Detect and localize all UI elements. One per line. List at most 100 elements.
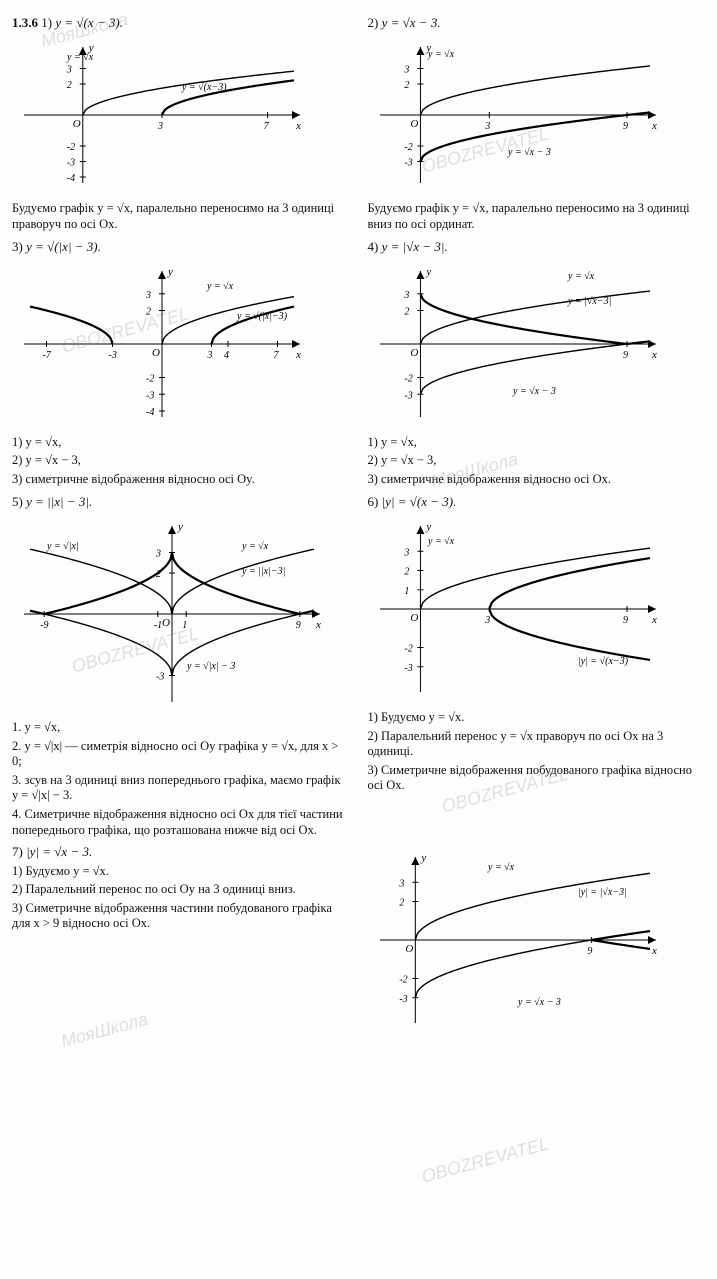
step-5-2: 2. y = √|x| — симетрія відносно осі Oy г… — [12, 739, 350, 770]
svg-text:3: 3 — [484, 121, 490, 132]
step-7-1: 1) Будуємо y = √x. — [12, 864, 350, 880]
svg-text:y = √(x−3): y = √(x−3) — [181, 82, 227, 93]
step-4-2: 2) y = √x − 3, — [368, 453, 706, 469]
svg-text:-3: -3 — [399, 994, 407, 1005]
svg-text:O: O — [405, 943, 413, 955]
svg-text:O: O — [73, 118, 81, 130]
svg-text:y: y — [425, 521, 431, 533]
svg-text:-3: -3 — [67, 158, 75, 169]
svg-text:y = √x: y = √x — [427, 49, 455, 60]
svg-text:y = ||x|−3|: y = ||x|−3| — [241, 566, 285, 577]
svg-text:-2: -2 — [399, 975, 407, 986]
svg-text:-1: -1 — [154, 620, 162, 631]
svg-text:y = √|x|: y = √|x| — [46, 541, 79, 552]
step-7-3: 3) Симетричне відображення частини побуд… — [12, 901, 350, 932]
svg-text:3: 3 — [207, 350, 213, 361]
svg-text:2: 2 — [404, 80, 409, 91]
svg-text:y = √x: y = √x — [427, 536, 455, 547]
svg-text:9: 9 — [623, 121, 628, 132]
step-3-1: 1) y = √x, — [12, 435, 350, 451]
svg-text:2: 2 — [146, 306, 151, 317]
problem-header-5: 5) y = ||x| − 3|. — [12, 494, 350, 510]
chart-3: Oxy-7-3347-4-3-223y = √xy = √(|x|−3) — [12, 259, 350, 429]
svg-text:y = √x: y = √x — [567, 271, 595, 282]
svg-text:O: O — [162, 617, 170, 629]
svg-text:O: O — [152, 347, 160, 359]
svg-text:O: O — [410, 612, 418, 624]
svg-text:y = √(|x|−3): y = √(|x|−3) — [236, 311, 288, 322]
svg-text:-2: -2 — [67, 142, 75, 153]
svg-text:2: 2 — [67, 80, 72, 91]
svg-text:y = √x − 3: y = √x − 3 — [517, 997, 561, 1008]
svg-text:-4: -4 — [67, 173, 75, 184]
step-5-3: 3. зсув на 3 одиниці вниз попереднього г… — [12, 773, 350, 804]
svg-text:|y| = √(x−3): |y| = √(x−3) — [578, 656, 629, 667]
svg-text:7: 7 — [274, 350, 280, 361]
svg-text:x: x — [315, 619, 321, 631]
problem-header-4: 4) y = |√x − 3|. — [368, 239, 706, 255]
svg-text:4: 4 — [224, 350, 229, 361]
svg-text:-2: -2 — [404, 373, 412, 384]
svg-text:-2: -2 — [404, 142, 412, 153]
svg-text:-3: -3 — [404, 663, 412, 674]
svg-text:9: 9 — [587, 946, 592, 957]
svg-text:y = √x: y = √x — [487, 862, 515, 873]
step-7-2: 2) Паралельний перенос по осі Oy на 3 од… — [12, 882, 350, 898]
step-6-1: 1) Будуємо y = √x. — [368, 710, 706, 726]
svg-text:y: y — [425, 266, 431, 278]
step-4-3: 3) симетричне відображення відносно осі … — [368, 472, 706, 488]
svg-text:-2: -2 — [146, 373, 154, 384]
svg-text:-7: -7 — [43, 350, 52, 361]
step-6-2: 2) Паралельний перенос y = √x праворуч п… — [368, 729, 706, 760]
svg-text:x: x — [651, 945, 657, 957]
svg-text:2: 2 — [399, 898, 404, 909]
svg-text:3: 3 — [398, 879, 404, 890]
svg-text:-2: -2 — [404, 643, 412, 654]
svg-text:3: 3 — [403, 290, 409, 301]
chart-4: Oxy9-3-223y = √xy = |√x−3|y = √x − 3 — [368, 259, 706, 429]
svg-text:3: 3 — [145, 290, 151, 301]
svg-text:y = √x − 3: y = √x − 3 — [507, 147, 551, 158]
svg-text:-3: -3 — [156, 671, 164, 682]
svg-text:O: O — [410, 118, 418, 130]
svg-text:x: x — [651, 614, 657, 626]
chart-6: Oxy39-3-2123y = √x|y| = √(x−3) — [368, 514, 706, 704]
svg-text:-3: -3 — [404, 390, 412, 401]
explanation-1: Будуємо графік y = √x, паралельно перено… — [12, 201, 350, 232]
svg-text:9: 9 — [623, 350, 628, 361]
svg-text:y = √x − 3: y = √x − 3 — [512, 386, 556, 397]
svg-text:7: 7 — [264, 121, 270, 132]
step-6-3: 3) Симетричне відображення побудованого … — [368, 763, 706, 794]
svg-text:y = √x: y = √x — [241, 541, 269, 552]
problem-header-6: 6) |y| = √(x − 3). — [368, 494, 706, 510]
svg-text:3: 3 — [66, 65, 72, 76]
step-3-2: 2) y = √x − 3, — [12, 453, 350, 469]
svg-text:O: O — [410, 347, 418, 359]
chart-1: Oxy37-4-3-223y = √xy = √(x−3) — [12, 35, 350, 195]
svg-text:y: y — [167, 266, 173, 278]
svg-text:x: x — [651, 349, 657, 361]
svg-text:y: y — [177, 521, 183, 533]
problem-header-1: 1.3.6 1) y = √(x − 3). — [12, 15, 350, 31]
svg-text:y = √x: y = √x — [206, 281, 234, 292]
svg-text:x: x — [295, 120, 301, 132]
chart-7: Oxy9-3-223y = √x|y| = |√x−3|y = √x − 3 — [368, 845, 706, 1035]
svg-text:y = √|x| − 3: y = √|x| − 3 — [186, 661, 235, 672]
chart-2: Oxy39-3-223y = √xy = √x − 3 — [368, 35, 706, 195]
svg-text:2: 2 — [404, 566, 409, 577]
svg-text:1: 1 — [182, 620, 187, 631]
svg-text:|y| = |√x−3|: |y| = |√x−3| — [578, 887, 627, 898]
svg-text:y = |√x−3|: y = |√x−3| — [567, 296, 611, 307]
svg-text:1: 1 — [404, 586, 409, 597]
step-3-3: 3) симетричне відображення відносно осі … — [12, 472, 350, 488]
step-5-1: 1. y = √x, — [12, 720, 350, 736]
svg-text:-9: -9 — [40, 620, 48, 631]
svg-text:9: 9 — [623, 615, 628, 626]
step-4-1: 1) y = √x, — [368, 435, 706, 451]
svg-text:9: 9 — [296, 620, 301, 631]
svg-text:-3: -3 — [404, 158, 412, 169]
svg-text:-3: -3 — [109, 350, 117, 361]
svg-text:3: 3 — [484, 615, 490, 626]
problem-header-7: 7) |y| = √x − 3. — [12, 844, 350, 860]
svg-text:x: x — [651, 120, 657, 132]
